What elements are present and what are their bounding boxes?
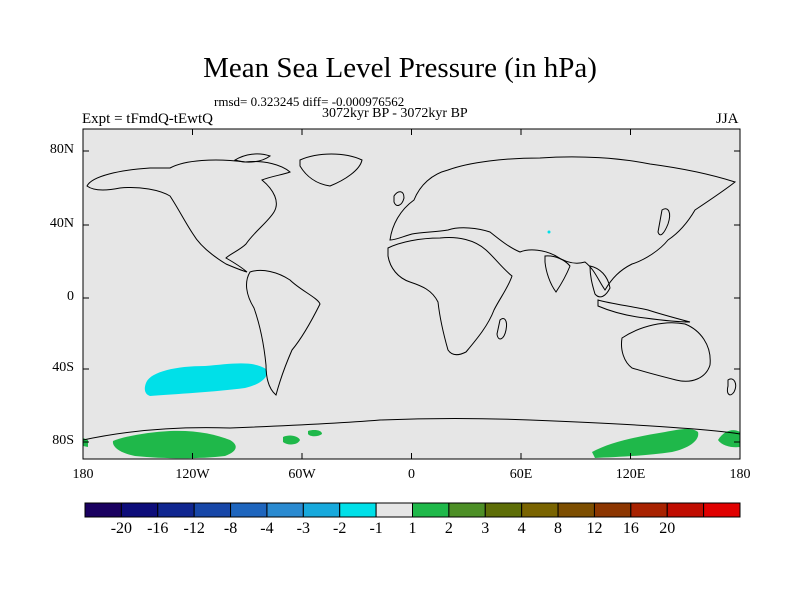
colorbar-swatch — [302, 502, 341, 518]
longitude-label: 0 — [408, 467, 415, 482]
colorbar-label: -12 — [183, 520, 205, 537]
negative-anomaly-patch — [144, 363, 268, 396]
latitude-label: 40S — [52, 360, 74, 375]
positive-anomaly-antarctic-east — [592, 428, 699, 458]
europe-asia-coast — [389, 156, 737, 291]
south-america-coast — [246, 269, 321, 396]
colorbar-swatch — [193, 502, 232, 518]
colorbar-label: -2 — [333, 520, 347, 537]
antarctica-coast — [82, 418, 741, 441]
colorbar-label: -4 — [260, 520, 274, 537]
colorbar-swatch — [375, 502, 414, 518]
arctic-islands-coast — [233, 153, 272, 163]
longitude-label: 60W — [288, 467, 316, 482]
british-isles-coast — [393, 191, 405, 206]
coastlines — [82, 153, 741, 441]
colorbar-label: 8 — [554, 520, 563, 537]
colorbar-label: -3 — [296, 520, 310, 537]
colorbar-label: 1 — [408, 520, 417, 537]
australia-coast — [621, 322, 711, 382]
longitude-label: 180 — [729, 467, 751, 482]
indonesia-coast — [597, 299, 691, 323]
colorbar-label: 12 — [586, 520, 603, 537]
map-background — [83, 129, 740, 459]
southeast-asia-coast — [589, 265, 611, 298]
colorbar-label: -16 — [147, 520, 169, 537]
colorbar-swatch — [84, 502, 122, 518]
india-coast — [544, 255, 571, 293]
latitude-label: 80S — [52, 433, 74, 448]
longitude-label: 60E — [509, 467, 533, 482]
madagascar-coast — [496, 317, 507, 340]
map-title: Mean Sea Level Pressure (in hPa) — [203, 52, 597, 84]
latitude-label: 40N — [49, 216, 74, 231]
positive-anomaly-small-patch-1 — [283, 435, 300, 445]
africa-coast — [387, 237, 513, 356]
greenland-coast — [299, 153, 363, 187]
colorbar-label: -1 — [369, 520, 383, 537]
colorbar-swatch — [412, 502, 450, 518]
colorbar-swatch — [157, 502, 195, 518]
colorbar-label: 4 — [517, 520, 526, 537]
longitude-label: 120W — [175, 467, 210, 482]
period-line: 3072kyr BP - 3072kyr BP — [322, 106, 468, 121]
latitude-label: 80N — [49, 142, 74, 157]
colorbar-swatch — [448, 502, 486, 518]
colorbar-swatch — [339, 502, 377, 518]
colorbar-label: 2 — [444, 520, 453, 537]
colorbar-swatch — [484, 502, 523, 518]
colorbar-label: 3 — [481, 520, 490, 537]
longitude-label: 120E — [615, 467, 646, 482]
colorbar-label: 20 — [659, 520, 676, 537]
colorbar — [84, 502, 741, 518]
north-america-coast — [86, 159, 291, 273]
japan-coast — [657, 208, 671, 236]
colorbar-swatch — [703, 502, 741, 518]
positive-anomaly-antarctic-west — [112, 430, 236, 459]
colorbar-swatch — [630, 502, 668, 518]
latitude-label: 0 — [67, 289, 74, 304]
positive-anomaly-ross-sea — [718, 430, 740, 448]
negative-anomaly-dot — [547, 230, 551, 234]
longitude-label: 180 — [72, 467, 94, 482]
colorbar-swatch — [230, 502, 268, 518]
season-label: JJA — [716, 111, 739, 127]
colorbar-label: -8 — [223, 520, 238, 537]
colorbar-swatch — [666, 502, 705, 518]
positive-anomaly-small-patch-2 — [308, 430, 322, 437]
stats-line: rmsd= 0.323245 diff= -0.000976562 — [214, 94, 405, 109]
colorbar-swatch — [593, 502, 632, 518]
colorbar-label: 16 — [622, 520, 639, 537]
colorbar-swatch — [557, 502, 595, 518]
colorbar-swatch — [120, 502, 159, 518]
colorbar-label: -20 — [110, 520, 133, 537]
anomaly-fields — [83, 230, 740, 459]
experiment-label: Expt = tFmdQ-tEwtQ — [82, 111, 213, 127]
colorbar-swatch — [266, 502, 304, 518]
new-zealand-coast — [727, 378, 737, 396]
colorbar-swatch — [521, 502, 559, 518]
axis-ticks — [82, 129, 741, 459]
